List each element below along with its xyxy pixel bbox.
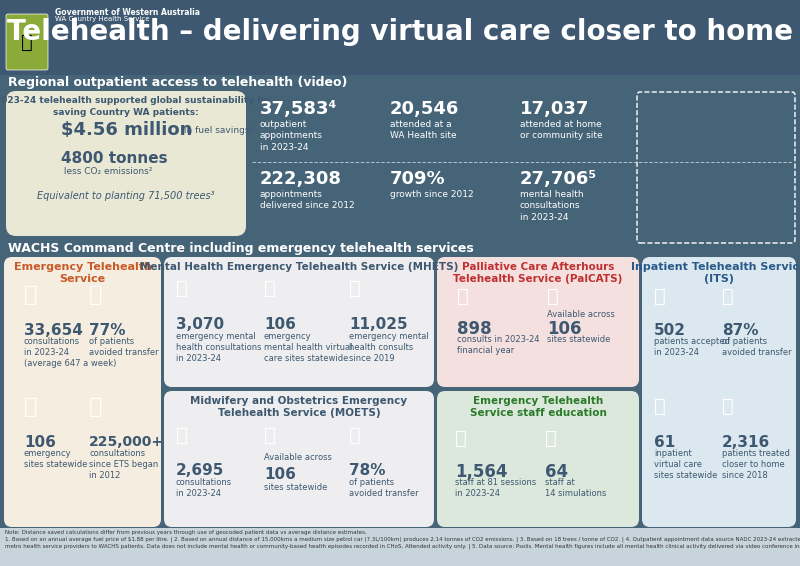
Text: 🖥: 🖥 xyxy=(89,397,102,417)
Text: WA Country Health Service: WA Country Health Service xyxy=(55,16,150,22)
Text: emergency
mental health virtual
care sites statewide: emergency mental health virtual care sit… xyxy=(264,332,353,363)
Text: 222,308: 222,308 xyxy=(260,170,342,188)
Text: Palliative Care Afterhours
Telehealth Service (PalCATS): Palliative Care Afterhours Telehealth Se… xyxy=(454,262,622,284)
FancyBboxPatch shape xyxy=(6,14,48,70)
Text: attended at home
or community site: attended at home or community site xyxy=(520,120,602,140)
Text: 106: 106 xyxy=(24,435,56,450)
Text: Emergency Telehealth
Service: Emergency Telehealth Service xyxy=(14,262,151,284)
Text: 106: 106 xyxy=(264,317,296,332)
FancyBboxPatch shape xyxy=(164,257,434,387)
Text: 🖥: 🖥 xyxy=(455,429,466,448)
Text: less CO₂ emissions²: less CO₂ emissions² xyxy=(61,167,152,176)
Text: 33,654: 33,654 xyxy=(24,323,83,338)
Text: 🏠: 🏠 xyxy=(722,397,734,416)
Text: Emergency Telehealth
Service staff education: Emergency Telehealth Service staff educa… xyxy=(470,396,606,418)
Text: Equivalent to planting 71,500 trees³: Equivalent to planting 71,500 trees³ xyxy=(38,191,214,201)
Text: 225,000+: 225,000+ xyxy=(89,435,164,449)
Text: Inpatient Telehealth Service
(ITS): Inpatient Telehealth Service (ITS) xyxy=(631,262,800,284)
Text: 106: 106 xyxy=(264,467,296,482)
Text: 502: 502 xyxy=(654,323,686,338)
Text: of patients
avoided transfer: of patients avoided transfer xyxy=(89,337,158,357)
Text: 77%: 77% xyxy=(89,323,126,338)
Text: 🏥: 🏥 xyxy=(24,397,38,417)
Text: 🏛: 🏛 xyxy=(21,32,33,52)
Text: 4800 tonnes: 4800 tonnes xyxy=(61,151,168,166)
FancyBboxPatch shape xyxy=(437,391,639,527)
Text: Note: Distance saved calculations differ from previous years through use of geoc: Note: Distance saved calculations differ… xyxy=(5,530,800,549)
Text: 1,564: 1,564 xyxy=(455,463,507,481)
Text: in fuel savings¹: in fuel savings¹ xyxy=(181,126,253,135)
Text: 🖥: 🖥 xyxy=(24,285,38,305)
FancyBboxPatch shape xyxy=(642,257,796,527)
Text: Available across: Available across xyxy=(547,310,615,319)
Text: Telehealth – delivering virtual care closer to home: Telehealth – delivering virtual care clo… xyxy=(7,18,793,46)
Text: 👤: 👤 xyxy=(545,429,557,448)
Text: patients treated
closer to home
since 2018: patients treated closer to home since 20… xyxy=(722,449,790,480)
Text: 🖥: 🖥 xyxy=(176,426,188,445)
Text: 898: 898 xyxy=(457,320,492,338)
Text: inpatient
virtual care
sites statewide: inpatient virtual care sites statewide xyxy=(654,449,718,480)
Text: 78%: 78% xyxy=(349,463,386,478)
Text: 2,316: 2,316 xyxy=(722,435,770,450)
Text: $4.56 million: $4.56 million xyxy=(61,121,192,139)
Text: 61: 61 xyxy=(654,435,675,450)
Text: 🖥: 🖥 xyxy=(264,279,276,298)
Text: attended at a
WA Health site: attended at a WA Health site xyxy=(390,120,457,140)
Text: 🖥: 🖥 xyxy=(264,426,276,445)
Text: consults in 2023-24
financial year: consults in 2023-24 financial year xyxy=(457,335,539,355)
Text: 🏥: 🏥 xyxy=(654,397,666,416)
Text: Available across: Available across xyxy=(264,453,332,462)
Text: 🖥: 🖥 xyxy=(176,279,188,298)
FancyBboxPatch shape xyxy=(164,391,434,527)
Text: outpatient
appointments
in 2023-24: outpatient appointments in 2023-24 xyxy=(260,120,323,152)
Text: patients accepted
in 2023-24: patients accepted in 2023-24 xyxy=(654,337,730,357)
Text: of patients
avoided transfer: of patients avoided transfer xyxy=(722,337,792,357)
Text: emergency mental
health consults
since 2019: emergency mental health consults since 2… xyxy=(349,332,429,363)
Text: 2,695: 2,695 xyxy=(176,463,224,478)
FancyBboxPatch shape xyxy=(0,0,800,75)
Text: sites statewide: sites statewide xyxy=(547,335,610,344)
Text: 🖥: 🖥 xyxy=(349,426,361,445)
Text: Mental Health Emergency Telehealth Service (MHETS): Mental Health Emergency Telehealth Servi… xyxy=(140,262,458,272)
Text: WACHS Command Centre including emergency telehealth services: WACHS Command Centre including emergency… xyxy=(8,242,474,255)
Text: mental health
consultations
in 2023-24: mental health consultations in 2023-24 xyxy=(520,190,584,222)
Text: 🖥: 🖥 xyxy=(654,287,666,306)
Text: 17,037: 17,037 xyxy=(520,100,590,118)
Text: consultations
since ETS began
in 2012: consultations since ETS began in 2012 xyxy=(89,449,158,480)
Text: emergency mental
health consultations
in 2023-24: emergency mental health consultations in… xyxy=(176,332,262,363)
Text: Midwifery and Obstetrics Emergency
Telehealth Service (MOETS): Midwifery and Obstetrics Emergency Teleh… xyxy=(190,396,407,418)
Text: Government of Western Australia: Government of Western Australia xyxy=(55,8,200,17)
FancyBboxPatch shape xyxy=(4,257,161,527)
Text: 37,583⁴: 37,583⁴ xyxy=(260,100,338,118)
Text: consultations
in 2023-24
(average 647 a week): consultations in 2023-24 (average 647 a … xyxy=(24,337,116,368)
Text: 709%: 709% xyxy=(390,170,446,188)
Text: 🖥: 🖥 xyxy=(457,287,469,306)
Text: consultations
in 2023-24: consultations in 2023-24 xyxy=(176,478,232,498)
Text: 🚫: 🚫 xyxy=(89,285,102,305)
FancyBboxPatch shape xyxy=(6,91,246,236)
Text: 3,070: 3,070 xyxy=(176,317,224,332)
Text: growth since 2012: growth since 2012 xyxy=(390,190,474,199)
Text: emergency
sites statewide: emergency sites statewide xyxy=(24,449,87,469)
FancyBboxPatch shape xyxy=(0,528,800,566)
FancyBboxPatch shape xyxy=(437,257,639,387)
Text: 27,706⁵: 27,706⁵ xyxy=(520,170,598,188)
Text: 87%: 87% xyxy=(722,323,758,338)
Text: staff at 81 sessions
in 2023-24: staff at 81 sessions in 2023-24 xyxy=(455,478,536,498)
Text: Regional outpatient access to telehealth (video): Regional outpatient access to telehealth… xyxy=(8,76,347,89)
Text: appointments
delivered since 2012: appointments delivered since 2012 xyxy=(260,190,354,211)
Text: 64: 64 xyxy=(545,463,568,481)
Text: 20,546: 20,546 xyxy=(390,100,459,118)
Text: 106: 106 xyxy=(547,320,582,338)
Text: 🚫: 🚫 xyxy=(722,287,734,306)
Text: In 2023-24 telehealth supported global sustainability by
saving Country WA patie: In 2023-24 telehealth supported global s… xyxy=(0,96,270,117)
Text: of patients
avoided transfer: of patients avoided transfer xyxy=(349,478,418,498)
Text: 🖥: 🖥 xyxy=(349,279,361,298)
Text: sites statewide: sites statewide xyxy=(264,483,327,492)
Text: staff at
14 simulations: staff at 14 simulations xyxy=(545,478,606,498)
Text: 🏥: 🏥 xyxy=(547,287,558,306)
Text: 11,025: 11,025 xyxy=(349,317,408,332)
